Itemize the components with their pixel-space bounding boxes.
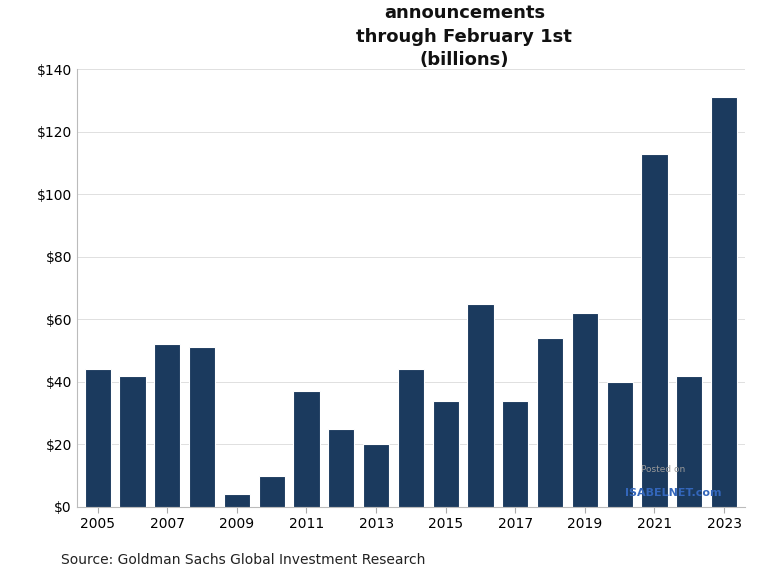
Bar [293,391,319,507]
Bar [537,338,563,507]
Bar [223,494,250,507]
Bar [502,400,528,507]
Text: Posted on: Posted on [641,465,686,474]
Bar [398,369,424,507]
Bar [120,376,145,507]
Bar [363,444,389,507]
Bar [328,429,354,507]
Bar [711,97,737,507]
Title: US share buyback authorization
announcements
through February 1st
(billions): US share buyback authorization announcem… [303,0,626,69]
Bar [468,304,494,507]
Bar [259,476,285,507]
Text: Source: Goldman Sachs Global Investment Research: Source: Goldman Sachs Global Investment … [61,554,425,567]
Bar [432,400,458,507]
Bar [572,313,598,507]
Bar [84,369,111,507]
Bar [641,154,667,507]
Bar [154,344,180,507]
Bar [607,382,633,507]
Text: ISABELNET.com: ISABELNET.com [624,488,721,498]
Bar [677,376,702,507]
Bar [189,347,215,507]
